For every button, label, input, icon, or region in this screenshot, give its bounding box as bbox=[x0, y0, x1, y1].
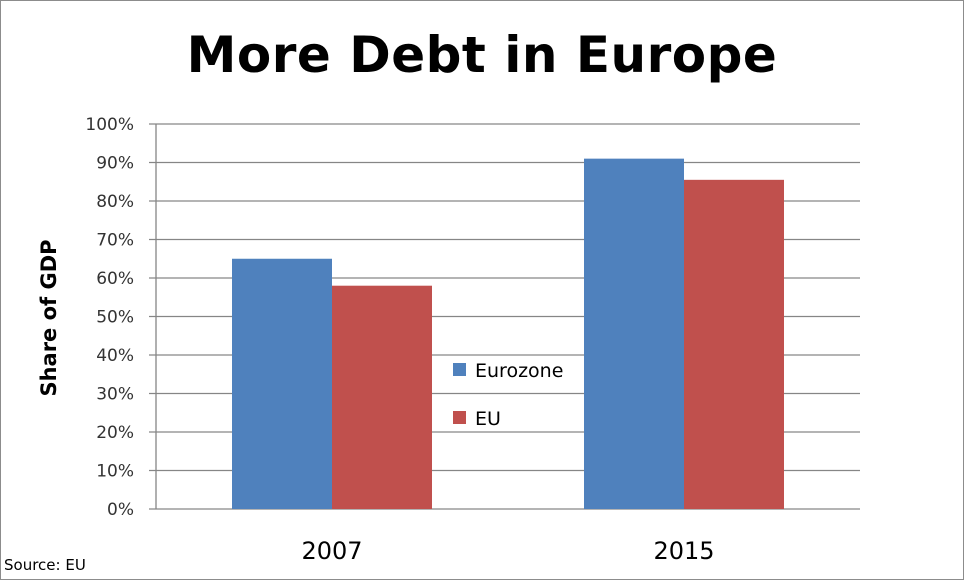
bar-eu-2007 bbox=[332, 285, 432, 509]
y-tick-label: 50% bbox=[96, 308, 134, 328]
y-tick-label: 80% bbox=[96, 192, 134, 212]
legend-swatch bbox=[453, 411, 466, 424]
y-tick-label: 40% bbox=[96, 346, 134, 366]
legend-label: EU bbox=[475, 408, 501, 430]
y-tick-label: 100% bbox=[85, 115, 134, 135]
bars bbox=[232, 158, 784, 509]
y-axis-ticks: 0% 10% 20% 30% 40% 50% 60% 70% 80% 90% 100% bbox=[85, 115, 134, 520]
y-tick-label: 20% bbox=[96, 423, 134, 443]
y-tick-label: 90% bbox=[96, 154, 134, 174]
chart-title: More Debt in Europe bbox=[186, 26, 778, 84]
legend: Eurozone EU bbox=[453, 360, 563, 430]
x-tick-label: 2015 bbox=[653, 537, 714, 565]
y-tick-label: 70% bbox=[96, 231, 134, 251]
y-tick-label: 0% bbox=[107, 500, 134, 520]
bar-eurozone-2007 bbox=[232, 258, 332, 509]
legend-swatch bbox=[453, 363, 466, 376]
y-tick-label: 30% bbox=[96, 385, 134, 405]
y-tick-label: 60% bbox=[96, 269, 134, 289]
legend-label: Eurozone bbox=[475, 360, 563, 382]
bar-eu-2015 bbox=[684, 179, 784, 509]
y-axis-label: Share of GDP bbox=[37, 239, 61, 396]
bar-eurozone-2015 bbox=[584, 158, 684, 509]
y-tick-label: 10% bbox=[96, 462, 134, 482]
x-tick-label: 2007 bbox=[301, 537, 362, 565]
source-note: Source: EU bbox=[4, 556, 86, 574]
x-axis-labels: 2007 2015 bbox=[301, 537, 714, 565]
